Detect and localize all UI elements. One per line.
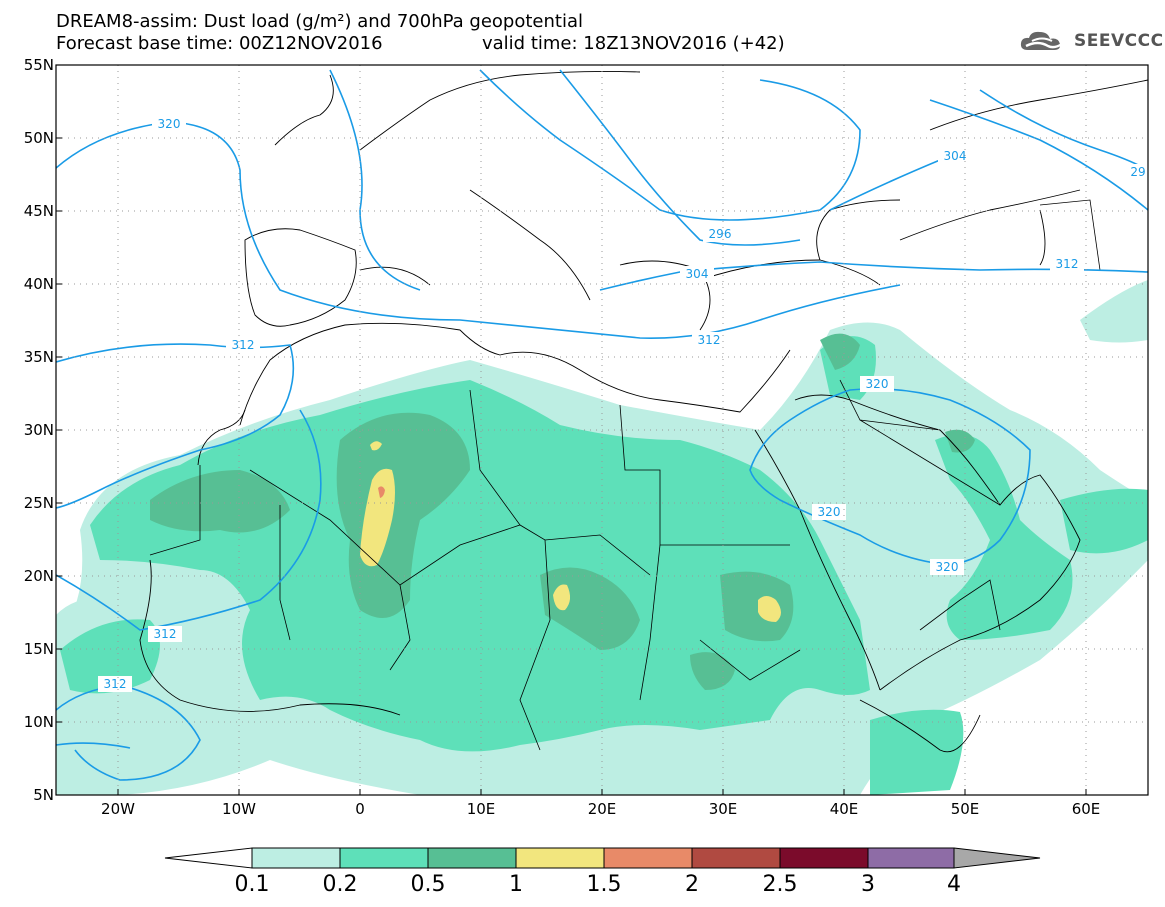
lat-label: 20N (23, 567, 54, 585)
colorbar-label: 0.5 (410, 872, 446, 897)
lat-label: 50N (23, 129, 54, 147)
axis-ticks (56, 64, 1087, 796)
lat-label: 45N (23, 202, 54, 220)
cloud-icon (1020, 31, 1063, 50)
svg-text:320: 320 (818, 505, 841, 519)
logo-text: SEEVCCC (1074, 31, 1164, 51)
contour-label: 312 (226, 337, 260, 353)
colorbar-label: 2 (685, 872, 699, 897)
colorbar-bin (251, 847, 341, 869)
contour-label: 304 (680, 266, 714, 282)
coastlines (139, 70, 1148, 753)
lon-label: 10W (222, 800, 256, 818)
dust-bin-0.5 (150, 333, 975, 690)
colorbar-bin (691, 847, 781, 869)
map-title: DREAM8-assim: Dust load (g/m²) and 700hP… (56, 11, 583, 32)
svg-text:29: 29 (1130, 165, 1145, 179)
contour-label: 304 (938, 148, 972, 164)
svg-text:296: 296 (709, 227, 732, 241)
lon-label: 60E (1071, 800, 1101, 818)
svg-text:304: 304 (944, 149, 967, 163)
svg-text:304: 304 (686, 267, 709, 281)
valid-time: valid time: 18Z13NOV2016 (+42) (482, 33, 785, 54)
contour-label: 312 (1050, 256, 1084, 272)
svg-text:320: 320 (158, 117, 181, 131)
lat-label: 55N (23, 56, 54, 74)
contour-label: 312 (98, 676, 132, 692)
country-borders (149, 199, 1101, 751)
contour-label: 296 (703, 226, 737, 242)
logo: SEEVCCC (1018, 26, 1164, 56)
colorbar-under-arrow (164, 847, 253, 869)
colorbar-bin (867, 847, 955, 869)
graticule (56, 65, 1148, 795)
svg-text:312: 312 (104, 677, 127, 691)
colorbar-bin (779, 847, 869, 869)
svg-text:312: 312 (154, 627, 177, 641)
contour-label: 29 (1128, 164, 1148, 180)
lat-label: 25N (23, 494, 54, 512)
lon-label: 0 (355, 800, 365, 818)
lat-label: 30N (23, 421, 54, 439)
svg-text:312: 312 (232, 338, 255, 352)
lat-label: 35N (23, 348, 54, 366)
contour-label: 312 (148, 626, 182, 642)
contour-labels: 320 304 29 296 312 304 312 312 320 320 3… (98, 116, 1148, 692)
colorbar-label: 4 (947, 872, 961, 897)
colorbar (164, 847, 1041, 869)
colorbar-bin (603, 847, 693, 869)
colorbar-label: 2.5 (762, 872, 798, 897)
contour-label: 320 (812, 504, 846, 520)
colorbar-label: 0.2 (322, 872, 358, 897)
contour-label: 320 (930, 559, 964, 575)
dust-bin-1.5 (378, 486, 385, 498)
dust-bin-1 (360, 441, 781, 622)
svg-text:312: 312 (698, 333, 721, 347)
lat-label: 15N (23, 640, 54, 658)
contour-label: 312 (692, 332, 726, 348)
lon-label: 40E (829, 800, 859, 818)
lat-label: 40N (23, 275, 54, 293)
lat-label: 5N (33, 786, 54, 804)
svg-text:312: 312 (1056, 257, 1079, 271)
lon-label: 50E (950, 800, 980, 818)
lon-label: 10E (466, 800, 496, 818)
lon-label: 30E (708, 800, 738, 818)
colorbar-over-arrow (953, 847, 1041, 869)
contour-label: 320 (860, 376, 894, 392)
colorbar-bin (339, 847, 429, 869)
colorbar-label: 0.1 (234, 872, 270, 897)
contour-label: 320 (152, 116, 186, 132)
svg-text:320: 320 (936, 560, 959, 574)
lon-label: 20E (587, 800, 617, 818)
colorbar-label: 1.5 (586, 872, 622, 897)
colorbar-label: 3 (861, 872, 875, 897)
lon-label: 20W (101, 800, 135, 818)
colorbar-bin (515, 847, 605, 869)
lat-label: 10N (23, 713, 54, 731)
forecast-base-time: Forecast base time: 00Z12NOV2016 (56, 33, 383, 54)
svg-text:320: 320 (866, 377, 889, 391)
colorbar-bin (427, 847, 517, 869)
colorbar-label: 1 (509, 872, 523, 897)
